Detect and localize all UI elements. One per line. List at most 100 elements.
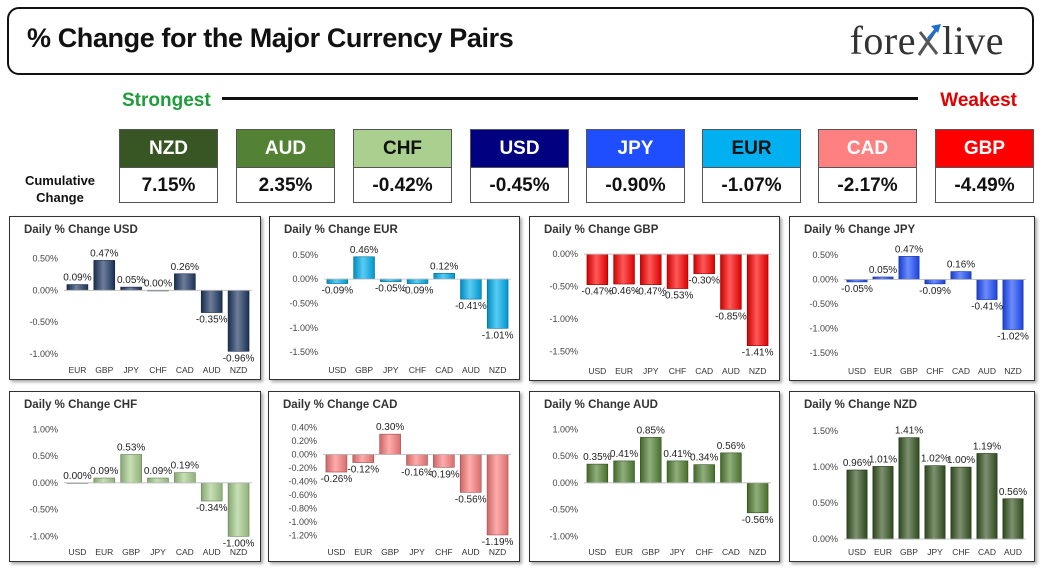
bar-cad [950,271,972,280]
y-tick-label: -0.40% [288,477,317,487]
y-tick-label: 0.50% [292,250,318,260]
bar-gbp [120,454,142,484]
bar-cad [976,453,998,540]
bar-cad [720,452,742,484]
bar-chf [924,279,946,285]
data-label: -0.19% [428,469,460,480]
x-tick-label: USD [328,365,346,375]
bar-nzd [746,253,769,346]
x-tick-label: CAD [978,547,996,557]
x-tick-label: AUD [203,365,221,375]
x-tick-label: NZD [749,366,766,376]
bar-chart: 0.40% 0.20% 0.00% -0.20% -0.40% -0.60% -0.80% -… [288,422,513,557]
y-tick-label: -0.60% [288,490,317,500]
y-tick-label: 0.50% [32,451,58,461]
bar-eur [66,284,89,291]
x-tick-label: USD [68,547,86,557]
y-tick-label: 0.00% [812,534,838,544]
bar-aud [200,482,223,502]
bar-aud [720,253,742,310]
bar-chart: 1.00% 0.50% 0.00% -0.50% -1.00% 0.00% USD 0.09%… [29,424,255,557]
data-label: 0.56% [999,487,1027,498]
chart-title: Daily % Change EUR [284,224,398,236]
data-label: 1.02% [921,454,949,465]
data-label: 0.05% [869,265,897,276]
bar-cad [174,472,196,484]
y-tick-label: 0.00% [291,449,317,459]
chart-title: Daily % Change CAD [283,399,398,411]
data-label: 0.16% [947,260,975,271]
y-tick-label: 0.50% [32,254,58,264]
data-label: 0.00% [144,278,172,289]
bar-gbp [640,437,662,484]
data-label: 0.09% [63,273,91,284]
bar-eur [93,477,116,484]
x-tick-label: EUR [874,366,892,376]
bar-aud [200,289,223,313]
data-label: -0.46% [608,286,640,297]
x-tick-label: EUR [68,365,86,375]
data-label: 0.30% [376,422,404,433]
data-label: -1.41% [742,348,774,359]
currency-name: JPY [587,130,684,168]
cumulative-change-value: -0.42% [372,175,433,196]
x-tick-label: EUR [95,547,113,557]
x-tick-label: CHF [409,365,426,375]
cumulative-change-value: -0.90% [605,175,666,196]
x-tick-label: GBP [900,547,918,557]
data-label: 0.35% [583,452,611,463]
currency-name: AUD [237,130,334,168]
x-tick-label: CAD [695,366,713,376]
y-tick-label: 0.20% [291,436,317,446]
bar-gbp [898,437,920,540]
chart-panel-6: Daily % Change CAD 0.40% 0.20% 0.00% -0.20% -… [268,391,520,562]
data-label: 0.47% [895,244,923,255]
bar-jpy [120,286,142,291]
bar-eur [352,454,375,463]
currency-box-chf: CHF -0.42% [353,129,452,203]
data-label: 0.85% [637,425,665,436]
x-tick-label: CAD [435,365,453,375]
data-label: -0.30% [688,276,720,287]
y-tick-label: 0.40% [291,422,317,432]
cumulative-change-value: -4.49% [954,175,1015,196]
y-tick-label: 0.50% [812,250,838,260]
data-label: -1.00% [223,538,255,549]
bar-nzd [486,454,509,536]
data-label: 0.41% [663,449,691,460]
data-label: 0.09% [144,466,172,477]
chart-panel-1: Daily % Change USD 0.50% 0.00% -0.50% -1.00%… [9,216,261,380]
data-label: -0.05% [375,284,407,295]
bar-chf [433,454,455,468]
cumulative-change-label: Cumulative Change [22,172,98,206]
x-tick-label: NZD [489,547,506,557]
bar-aud [460,278,482,300]
chart-title: Daily % Change JPY [804,224,916,236]
chart-title: Daily % Change USD [24,224,138,236]
currency-box-eur: EUR -1.07% [702,129,801,203]
data-label: 0.41% [610,449,638,460]
bar-jpy [406,454,428,466]
x-tick-label: AUD [722,366,740,376]
data-label: 0.09% [90,466,118,477]
data-label: -0.16% [401,467,433,478]
bar-jpy [924,465,946,540]
x-tick-label: NZD [1004,366,1021,376]
data-label: -0.05% [841,284,873,295]
currency-box-jpy: JPY -0.90% [586,129,685,203]
bar-gbp [898,256,920,280]
x-tick-label: JPY [383,365,399,375]
data-label: 0.00% [63,471,91,482]
data-label: -0.96% [223,353,255,364]
chart-panel-4: Daily % Change JPY 0.50% 0.00% -0.50% -1.00%… [789,216,1035,381]
bar-aud [459,454,482,493]
y-tick-label: -0.50% [549,505,578,515]
y-tick-label: 0.00% [552,249,578,259]
y-tick-label: -0.50% [549,282,578,292]
y-tick-label: -1.00% [549,314,578,324]
bar-eur [613,253,635,285]
chart-panel-7: Daily % Change AUD 1.00% 0.50% 0.00% -0.50% -… [529,391,780,562]
x-tick-label: NZD [230,547,247,557]
currency-box-nzd: NZD 7.15% [119,129,218,203]
bar-chart: 1.50% 1.00% 0.50% 0.00% 0.96% USD 1.01% EUR 1.41… [812,426,1027,557]
